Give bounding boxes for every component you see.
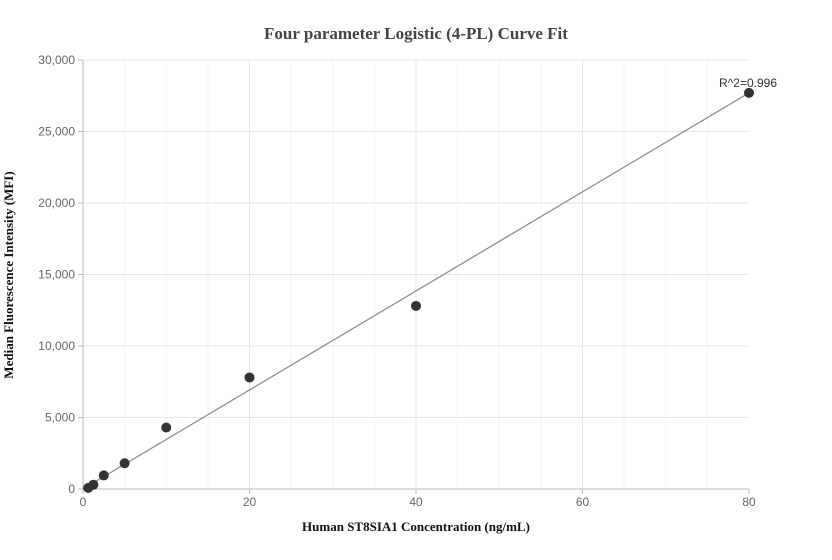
y-tick-label: 5,000: [45, 411, 75, 425]
grid: [83, 59, 749, 489]
y-tick-label: 30,000: [38, 53, 75, 67]
x-tick-label: 80: [742, 495, 756, 509]
data-point: [88, 479, 99, 490]
y-tick-label: 25,000: [38, 125, 75, 139]
data-point: [744, 87, 754, 98]
x-tick-label: 20: [243, 495, 257, 509]
y-tick-label: 15,000: [38, 268, 75, 282]
chart-title: Four parameter Logistic (4-PL) Curve Fit: [264, 24, 568, 43]
y-axis-label: Median Fluorescence Intensity (MFI): [1, 171, 16, 378]
x-tick-label: 0: [80, 495, 87, 509]
ticks: 0 20 40 60 80 0 5,000 10,000 15,000 20,000 25,000 3…: [38, 53, 756, 509]
fit-line: [82, 92, 750, 490]
data-point: [161, 422, 172, 433]
r-squared-annotation: R^2=0.996: [719, 76, 777, 90]
data-point: [411, 300, 421, 311]
data-point: [119, 458, 130, 469]
data-point: [98, 470, 109, 481]
fit-line-group: [82, 92, 750, 490]
data-points: [83, 87, 754, 493]
y-tick-label: 20,000: [38, 196, 75, 210]
x-axis-label: Human ST8SIA1 Concentration (ng/mL): [302, 519, 530, 534]
x-tick-label: 60: [576, 495, 590, 509]
y-tick-label: 0: [68, 482, 75, 496]
y-tick-label: 10,000: [38, 339, 75, 353]
x-tick-label: 40: [409, 495, 423, 509]
data-point: [244, 372, 255, 383]
